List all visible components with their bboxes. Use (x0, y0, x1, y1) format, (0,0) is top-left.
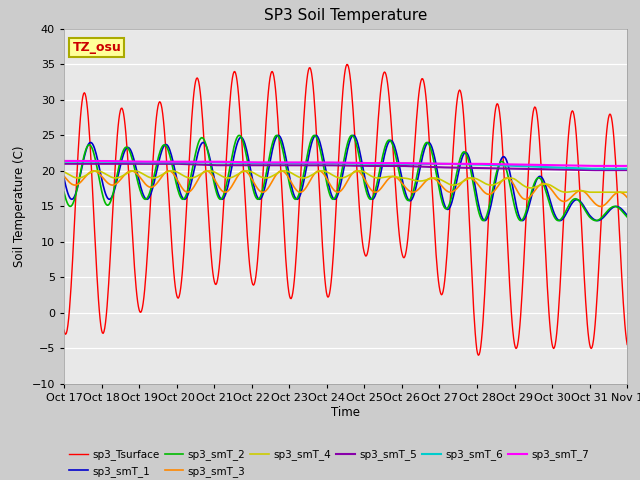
sp3_smT_6 (60, 159, 68, 165)
sp3_Tsurface (343, 61, 351, 67)
sp3_smT_3 (70, 182, 78, 188)
sp3_smT_5 (623, 168, 631, 173)
Y-axis label: Soil Temperature (C): Soil Temperature (C) (13, 145, 26, 267)
sp3_smT_3 (90, 168, 98, 174)
sp3_smT_4 (431, 175, 439, 181)
sp3_smT_1 (215, 193, 223, 199)
sp3_smT_3 (431, 176, 439, 182)
sp3_smT_4 (93, 168, 100, 174)
sp3_smT_5 (70, 161, 78, 167)
Line: sp3_smT_1: sp3_smT_1 (64, 135, 627, 221)
sp3_smT_7 (71, 158, 79, 164)
sp3_smT_5 (186, 161, 193, 167)
Text: TZ_osu: TZ_osu (72, 41, 121, 54)
sp3_smT_1 (431, 158, 439, 164)
sp3_smT_1 (128, 151, 136, 156)
Line: sp3_Tsurface: sp3_Tsurface (64, 64, 627, 355)
sp3_smT_4 (415, 178, 422, 184)
sp3_Tsurface (215, 265, 223, 271)
sp3_smT_3 (129, 168, 137, 174)
sp3_smT_5 (431, 164, 438, 170)
sp3_smT_4 (60, 169, 68, 175)
sp3_smT_6 (623, 166, 631, 172)
Line: sp3_smT_7: sp3_smT_7 (64, 161, 627, 166)
sp3_Tsurface (431, 240, 439, 246)
Legend: sp3_Tsurface, sp3_smT_1, sp3_smT_2, sp3_smT_3, sp3_smT_4, sp3_smT_5, sp3_smT_6, : sp3_Tsurface, sp3_smT_1, sp3_smT_2, sp3_… (69, 450, 589, 477)
sp3_smT_2 (415, 163, 422, 169)
sp3_smT_5 (60, 161, 68, 167)
sp3_smT_2 (60, 189, 68, 195)
sp3_smT_7 (129, 159, 137, 165)
sp3_smT_5 (128, 161, 136, 167)
Line: sp3_smT_3: sp3_smT_3 (64, 171, 627, 206)
sp3_smT_4 (186, 175, 194, 181)
sp3_smT_2 (70, 197, 78, 203)
sp3_smT_7 (623, 163, 631, 169)
sp3_smT_7 (186, 159, 194, 165)
sp3_Tsurface (623, 342, 631, 348)
Line: sp3_smT_2: sp3_smT_2 (64, 135, 627, 221)
sp3_smT_1 (275, 132, 282, 138)
sp3_smT_7 (415, 160, 422, 166)
Line: sp3_smT_6: sp3_smT_6 (64, 162, 627, 169)
sp3_smT_2 (215, 196, 223, 202)
sp3_smT_6 (186, 159, 194, 165)
sp3_smT_2 (128, 156, 136, 162)
sp3_smT_5 (586, 168, 594, 173)
sp3_smT_7 (586, 163, 594, 169)
sp3_smT_4 (586, 189, 594, 195)
sp3_smT_3 (186, 188, 194, 194)
sp3_smT_1 (60, 175, 68, 181)
sp3_smT_3 (60, 173, 68, 179)
sp3_Tsurface (474, 352, 482, 358)
sp3_Tsurface (60, 327, 68, 333)
sp3_smT_1 (623, 213, 631, 218)
sp3_Tsurface (186, 154, 193, 160)
sp3_smT_7 (60, 158, 68, 164)
sp3_smT_6 (216, 159, 224, 165)
sp3_smT_1 (70, 194, 78, 200)
Line: sp3_smT_4: sp3_smT_4 (64, 171, 627, 192)
sp3_smT_5 (215, 162, 223, 168)
Line: sp3_smT_5: sp3_smT_5 (64, 164, 627, 170)
sp3_smT_6 (431, 161, 439, 167)
sp3_smT_7 (61, 158, 68, 164)
sp3_Tsurface (415, 91, 422, 97)
sp3_smT_4 (623, 189, 631, 195)
sp3_smT_1 (415, 171, 422, 177)
sp3_smT_2 (623, 214, 631, 220)
sp3_smT_1 (593, 218, 601, 224)
sp3_smT_3 (596, 204, 604, 209)
sp3_smT_4 (70, 174, 78, 180)
sp3_smT_5 (414, 164, 422, 169)
sp3_smT_6 (70, 159, 78, 165)
sp3_smT_6 (415, 161, 422, 167)
sp3_Tsurface (128, 228, 136, 234)
sp3_smT_2 (431, 166, 439, 171)
sp3_smT_7 (431, 161, 439, 167)
sp3_smT_3 (415, 186, 422, 192)
sp3_smT_2 (236, 132, 243, 138)
sp3_smT_1 (186, 188, 193, 193)
sp3_smT_2 (186, 181, 193, 187)
sp3_smT_2 (592, 218, 600, 224)
sp3_smT_6 (586, 166, 594, 172)
sp3_smT_3 (623, 194, 631, 200)
sp3_smT_7 (216, 159, 224, 165)
Title: SP3 Soil Temperature: SP3 Soil Temperature (264, 9, 428, 24)
sp3_smT_4 (216, 172, 224, 178)
sp3_smT_6 (76, 159, 83, 165)
X-axis label: Time: Time (331, 406, 360, 419)
sp3_smT_3 (216, 185, 224, 191)
sp3_smT_6 (129, 159, 137, 165)
sp3_smT_4 (129, 168, 137, 174)
sp3_Tsurface (70, 226, 78, 232)
